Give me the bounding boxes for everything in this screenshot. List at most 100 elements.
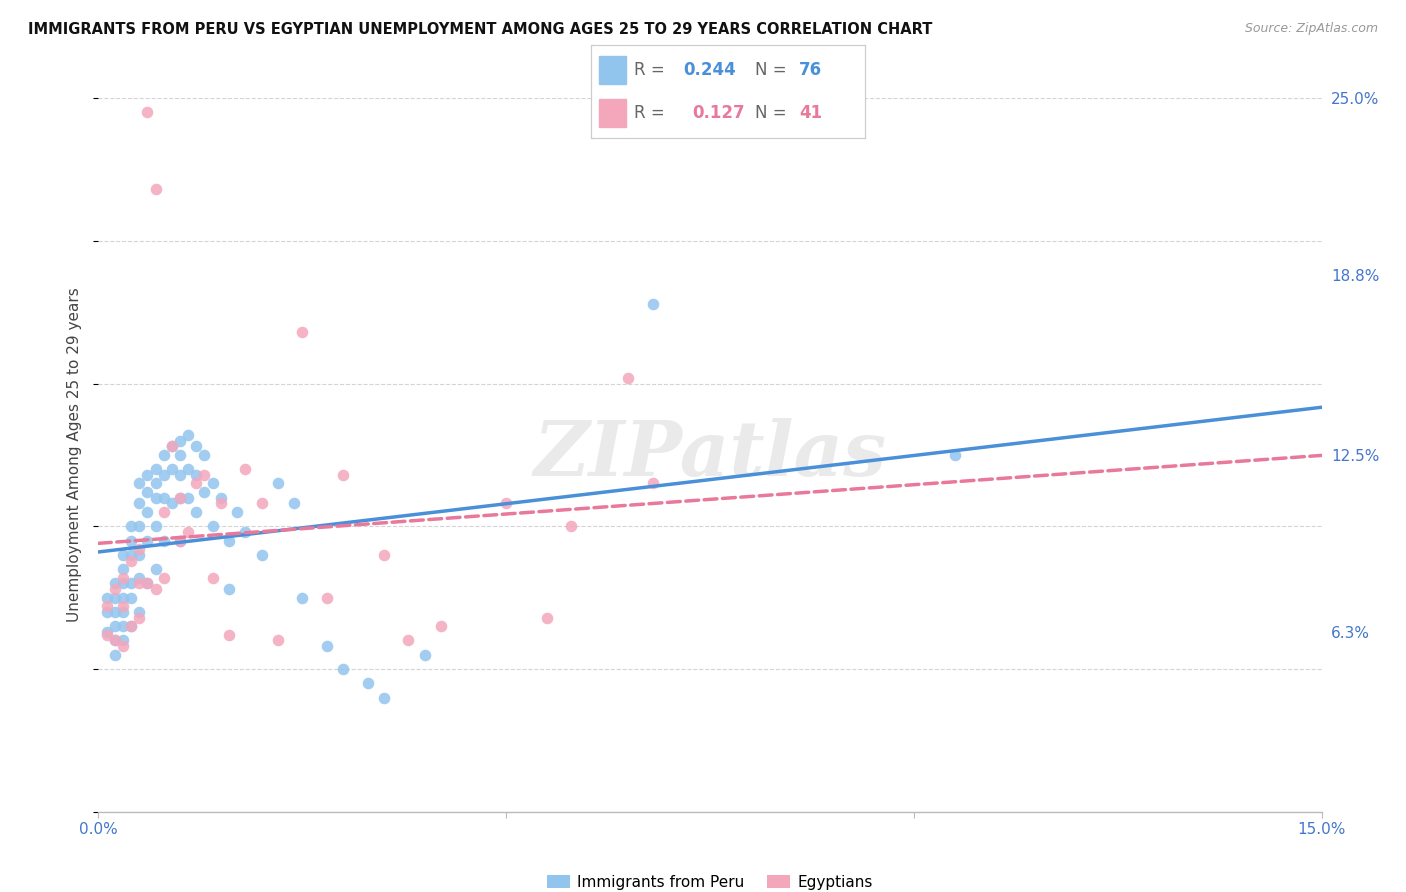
Point (111, 576, 134, 591)
Point (111, 619, 134, 633)
Point (120, 519, 142, 533)
Point (111, 605, 134, 619)
Point (430, 619, 453, 633)
Point (136, 576, 159, 591)
Point (536, 610, 558, 624)
Point (128, 476, 150, 491)
Point (169, 533, 191, 548)
Point (128, 610, 150, 624)
Point (136, 485, 159, 500)
Point (152, 571, 174, 585)
Point (104, 591, 127, 605)
Point (233, 462, 256, 476)
Point (136, 467, 159, 482)
Text: ZIPatlas: ZIPatlas (533, 418, 887, 491)
Text: N =: N = (755, 104, 792, 122)
Point (96, 628, 118, 642)
Point (560, 519, 582, 533)
Point (120, 619, 142, 633)
Text: R =: R = (634, 61, 671, 78)
Bar (599, 56, 626, 84)
Point (152, 533, 174, 548)
Point (233, 524, 256, 539)
Point (104, 633, 127, 648)
Point (152, 491, 174, 505)
Point (193, 467, 215, 482)
Point (177, 462, 200, 476)
Point (111, 633, 134, 648)
Point (145, 182, 167, 196)
Point (177, 524, 200, 539)
Point (104, 582, 127, 596)
Point (111, 599, 134, 614)
Point (396, 633, 419, 648)
Point (250, 496, 273, 510)
Point (267, 633, 290, 648)
Point (145, 582, 167, 596)
Point (96, 605, 118, 619)
Point (356, 676, 378, 690)
Point (186, 476, 208, 491)
Point (160, 439, 183, 453)
Text: 76: 76 (799, 61, 823, 78)
Text: R =: R = (634, 104, 676, 122)
Point (120, 533, 142, 548)
Point (104, 605, 127, 619)
Point (315, 591, 337, 605)
Point (136, 533, 159, 548)
Point (169, 491, 191, 505)
Point (186, 505, 208, 519)
Point (413, 648, 436, 662)
Point (104, 576, 127, 591)
Point (186, 467, 208, 482)
Point (193, 448, 215, 462)
Point (209, 491, 232, 505)
Point (145, 476, 167, 491)
Point (120, 619, 142, 633)
Point (641, 296, 664, 310)
Point (291, 591, 314, 605)
Point (111, 548, 134, 562)
Point (120, 553, 142, 567)
Point (111, 571, 134, 585)
Point (373, 548, 395, 562)
Point (104, 619, 127, 633)
Point (160, 496, 183, 510)
Point (128, 496, 150, 510)
Point (145, 519, 167, 533)
Point (218, 533, 240, 548)
Point (169, 448, 191, 462)
Point (152, 505, 174, 519)
Point (160, 439, 183, 453)
Point (332, 662, 354, 676)
Point (169, 467, 191, 482)
Point (120, 591, 142, 605)
Point (96, 591, 118, 605)
Point (111, 639, 134, 653)
Point (283, 496, 305, 510)
Text: 41: 41 (799, 104, 823, 122)
Point (209, 496, 232, 510)
Point (145, 462, 167, 476)
Point (120, 548, 142, 562)
Point (152, 467, 174, 482)
Point (136, 105, 159, 120)
Point (104, 633, 127, 648)
Point (177, 491, 200, 505)
Point (128, 576, 150, 591)
Point (152, 448, 174, 462)
Text: 0.127: 0.127 (692, 104, 745, 122)
Point (193, 485, 215, 500)
Point (128, 548, 150, 562)
Point (145, 562, 167, 576)
Text: IMMIGRANTS FROM PERU VS EGYPTIAN UNEMPLOYMENT AMONG AGES 25 TO 29 YEARS CORRELAT: IMMIGRANTS FROM PERU VS EGYPTIAN UNEMPLO… (28, 22, 932, 37)
Y-axis label: Unemployment Among Ages 25 to 29 years: Unemployment Among Ages 25 to 29 years (67, 287, 83, 623)
Text: 0.244: 0.244 (683, 61, 737, 78)
Point (641, 476, 664, 491)
Point (96, 599, 118, 614)
Point (169, 491, 191, 505)
Legend: Immigrants from Peru, Egyptians: Immigrants from Peru, Egyptians (547, 875, 873, 889)
Point (201, 519, 224, 533)
Point (943, 448, 966, 462)
Point (177, 428, 200, 442)
